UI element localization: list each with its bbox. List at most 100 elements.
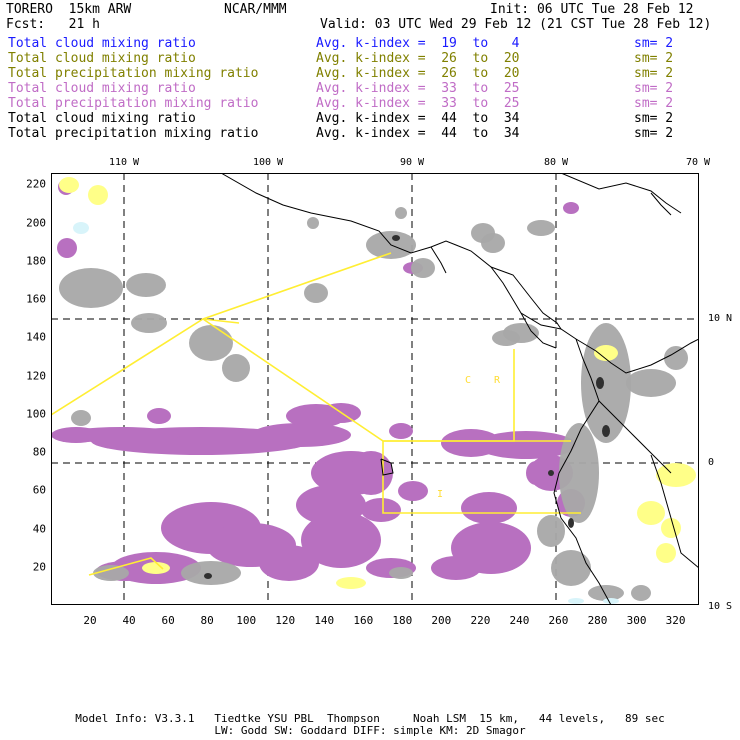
legend-field: Total cloud mixing ratio — [8, 81, 196, 96]
coastline — [650, 192, 672, 216]
legend-kindex: Avg. k-index = 33 to 25 — [316, 81, 520, 96]
cloud-area — [492, 330, 520, 346]
x-tick-label: 280 — [587, 614, 608, 627]
yellow-cloud-area — [656, 463, 696, 487]
coastline — [520, 312, 557, 349]
precip-area — [51, 427, 101, 443]
legend-smoothing: sm= 2 — [634, 111, 674, 126]
boundary-line — [383, 349, 515, 442]
cloud-area — [527, 220, 555, 236]
legend-kindex: Avg. k-index = 26 to 20 — [316, 51, 520, 66]
model-info-line2: LW: Godd SW: Goddard DIFF: simple KM: 2D… — [214, 724, 526, 737]
precip-area — [349, 451, 393, 495]
precip-area — [147, 408, 171, 424]
legend-field: Total cloud mixing ratio — [8, 111, 196, 126]
coastline — [490, 266, 562, 330]
yellow-cloud-area — [594, 345, 618, 361]
x-tick-label: 260 — [548, 614, 569, 627]
yellow-cloud-area — [59, 177, 79, 193]
precip-area — [526, 461, 546, 485]
cloud-area — [304, 283, 328, 303]
cloud-area — [71, 410, 91, 426]
longitude-label: 70 W — [685, 157, 711, 168]
x-tick-label: 160 — [353, 614, 374, 627]
latitude-label: 10 S — [708, 601, 733, 612]
dark-core — [204, 573, 212, 579]
cloud-area — [93, 565, 129, 581]
coastline — [598, 400, 672, 474]
y-tick-label: 220 — [26, 177, 46, 191]
cloud-area — [664, 346, 688, 370]
legend-smoothing: sm= 2 — [634, 66, 674, 81]
cloud-area — [181, 561, 241, 585]
forecast-hour: Fcst: 21 h — [6, 17, 100, 32]
x-tick-label: 60 — [161, 614, 175, 627]
boundary-line — [202, 318, 240, 324]
boundary-line — [382, 441, 581, 514]
coastline — [553, 338, 612, 605]
legend-field: Total precipitation mixing ratio — [8, 96, 259, 111]
precip-area — [301, 512, 381, 568]
precip-area — [476, 431, 576, 459]
legend-smoothing: sm= 2 — [634, 81, 674, 96]
x-tick-label: 100 — [236, 614, 257, 627]
region-label-r: R — [494, 375, 501, 386]
legend-field: Total cloud mixing ratio — [8, 51, 196, 66]
light-blue-area — [603, 598, 619, 604]
cloud-area — [626, 369, 676, 397]
yellow-cloud-area — [656, 543, 676, 563]
yellow-cloud-area — [142, 562, 170, 574]
cloud-area — [189, 325, 233, 361]
latitude-label: 0 — [708, 457, 715, 468]
x-tick-label: 40 — [122, 614, 136, 627]
region-boundaries — [51, 252, 581, 576]
boundary-line — [88, 557, 164, 576]
cloud-area — [389, 567, 413, 579]
cloud-area — [126, 273, 166, 297]
weather-map: I C R — [51, 173, 699, 605]
legend-kindex: Avg. k-index = 44 to 34 — [316, 126, 520, 141]
y-tick-label: 60 — [32, 483, 46, 497]
cloud-area — [59, 268, 123, 308]
y-tick-label: 80 — [32, 445, 46, 459]
legend-kindex: Avg. k-index = 33 to 25 — [316, 96, 520, 111]
dark-core — [568, 518, 574, 528]
y-tick-label: 140 — [26, 330, 46, 344]
legend-smoothing: sm= 2 — [634, 96, 674, 111]
precip-area — [461, 492, 517, 524]
cloud-area — [307, 217, 319, 229]
precip-area — [563, 202, 579, 214]
region-label-i: I — [437, 489, 443, 500]
yellow-cloud-area — [637, 501, 665, 525]
y-tick-label: 120 — [26, 369, 46, 383]
light-blue-area — [568, 598, 584, 604]
legend-smoothing: sm= 2 — [634, 126, 674, 141]
legend-smoothing: sm= 2 — [634, 51, 674, 66]
x-tick-label: 140 — [314, 614, 335, 627]
dark-core — [548, 470, 554, 476]
y-tick-label: 20 — [32, 560, 46, 574]
y-tick-label: 160 — [26, 292, 46, 306]
y-tick-label: 200 — [26, 216, 46, 230]
precip-area — [251, 423, 351, 447]
legend-kindex: Avg. k-index = 44 to 34 — [316, 111, 520, 126]
cloud-area — [551, 550, 591, 586]
model-title: TORERO 15km ARW — [6, 2, 132, 17]
dark-core — [602, 425, 610, 437]
cloud-area — [581, 323, 631, 443]
longitude-label: 110 W — [108, 157, 140, 168]
light-blue-area — [73, 222, 89, 234]
x-tick-label: 320 — [665, 614, 686, 627]
x-tick-label: 200 — [431, 614, 452, 627]
precip-area — [57, 238, 77, 258]
cloud-area — [131, 313, 167, 333]
longitude-label: 100 W — [252, 157, 284, 168]
coastline — [430, 246, 447, 274]
x-tick-label: 80 — [200, 614, 214, 627]
y-tick-label: 180 — [26, 254, 46, 268]
precip-area — [361, 498, 401, 522]
legend-field: Total precipitation mixing ratio — [8, 66, 259, 81]
x-tick-label: 120 — [275, 614, 296, 627]
cloud-area — [222, 354, 250, 382]
coastline — [560, 173, 682, 214]
